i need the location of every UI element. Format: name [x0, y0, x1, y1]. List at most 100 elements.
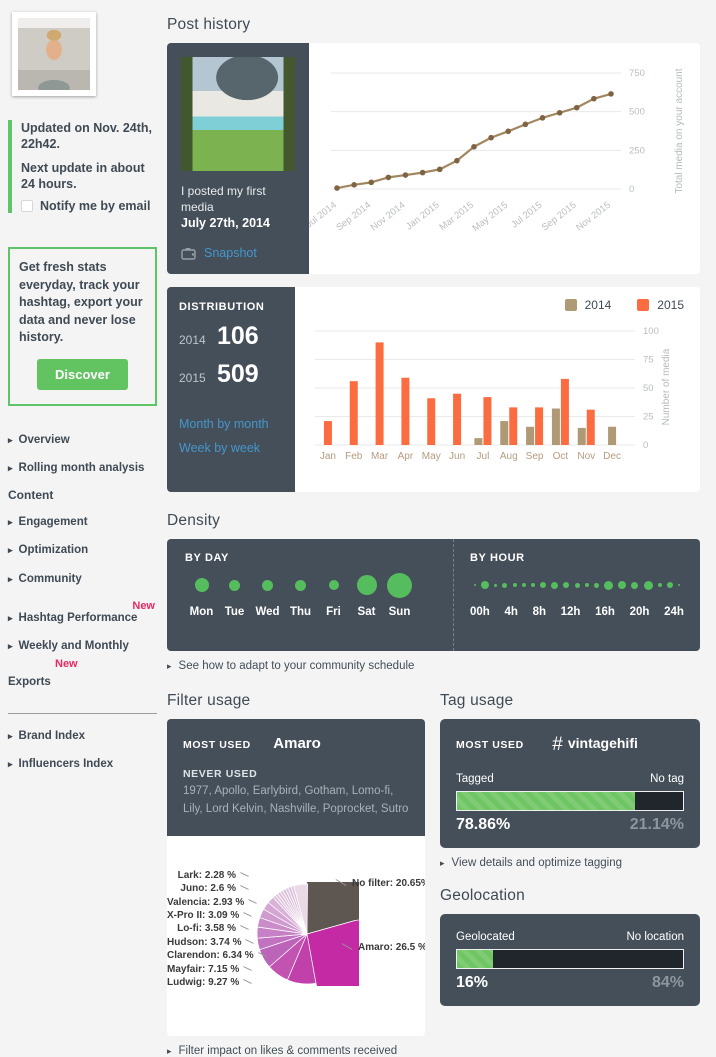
- triangle-icon: ▸: [440, 858, 445, 869]
- by-hour-heading: BY HOUR: [470, 552, 525, 565]
- sidebar-item-engagement[interactable]: ▸ Engagement: [8, 516, 88, 528]
- sidebar-header-content: Content: [8, 488, 54, 502]
- geolocation-bar: [456, 949, 684, 970]
- sidebar-item-community[interactable]: ▸ Community: [8, 572, 82, 585]
- triangle-icon: ▸: [167, 1045, 172, 1056]
- sidebar-item-rolling-month[interactable]: ▸ Rolling month analysis: [8, 461, 145, 474]
- distribution-year-2014: 2014: [179, 333, 206, 348]
- triangle-icon: ▸: [8, 759, 13, 770]
- hour-density-dot: [657, 583, 662, 588]
- filter-usage-card: MOST USED Amaro NEVER USED 1977, Apollo,…: [167, 719, 425, 1036]
- legend-swatch-2015: [637, 299, 650, 312]
- day-density-circle-wed: [262, 579, 273, 591]
- density-caption-link[interactable]: ▸ See how to adapt to your community sche…: [167, 660, 415, 673]
- hour-density-dot: [618, 581, 627, 590]
- snapshot-link[interactable]: Snapshot: [181, 246, 295, 260]
- svg-text:Jul: Jul: [477, 451, 490, 462]
- by-day-heading: BY DAY: [185, 552, 229, 565]
- svg-text:Mar 2015: Mar 2015: [437, 200, 475, 233]
- day-density-circle-fri: [328, 580, 339, 591]
- hour-density-dot: [631, 581, 639, 589]
- pie-label-clarendon: Clarendon: 6.34 %: [167, 950, 254, 962]
- svg-text:0: 0: [629, 184, 634, 195]
- tag-usage-card: MOST USED # vintagehifi Tagged No tag 78.…: [440, 719, 700, 849]
- month-by-month-link[interactable]: Month by month: [179, 417, 269, 432]
- svg-text:Apr: Apr: [398, 451, 414, 462]
- avatar-photo: [18, 18, 90, 90]
- distribution-card: DISTRIBUTION 2014 106 2015 509 Month by …: [167, 287, 295, 493]
- sidebar-item-optimization[interactable]: ▸ Optimization: [8, 544, 89, 557]
- triangle-icon: ▸: [8, 731, 13, 741]
- sidebar-item-influencers-index[interactable]: ▸ Influencers Index: [8, 758, 114, 771]
- svg-text:Dec: Dec: [603, 451, 621, 462]
- never-used-label: NEVER USED: [183, 768, 258, 781]
- updated-text: Updated on Nov. 24th, 22h42.: [21, 121, 153, 152]
- hash-icon: #: [552, 734, 563, 756]
- pie-label-no-filter: No filter: 20.65%: [335, 878, 425, 889]
- hour-density-dot: [604, 580, 614, 590]
- hour-density-dot: [512, 583, 517, 588]
- sidebar-item-brand-index[interactable]: ▸ Brand Index: [8, 730, 85, 742]
- distribution-year-2015: 2015: [179, 371, 206, 386]
- hour-label-4h: 4h: [504, 606, 518, 619]
- next-update-text: Next update in about 24 hours.: [21, 160, 145, 191]
- distribution-row: DISTRIBUTION 2014 106 2015 509 Month by …: [167, 287, 700, 493]
- triangle-icon: ▸: [8, 462, 13, 473]
- pie-label-mayfair: Mayfair: 7.15 %: [167, 964, 249, 975]
- svg-text:Mar: Mar: [371, 451, 389, 462]
- density-by-hour: BY HOUR 00h 4h 8h 12h 16h 20h 24h: [453, 539, 700, 652]
- hour-density-dot: [540, 582, 547, 589]
- day-circles: [185, 564, 439, 606]
- triangle-icon: ▸: [8, 641, 13, 651]
- post-history-section: Post history I posted my first media Jul…: [167, 16, 700, 493]
- svg-text:Nov 2014: Nov 2014: [369, 200, 408, 234]
- no-location-label: No location: [626, 931, 684, 944]
- sidebar-item-weekly-monthly-exports[interactable]: ▸ Weekly and Monthly New Exports: [8, 638, 157, 691]
- svg-text:Sep 2015: Sep 2015: [540, 200, 579, 234]
- day-density-circle-sun: [387, 572, 412, 598]
- svg-text:Aug: Aug: [500, 451, 518, 462]
- hour-label-8h: 8h: [532, 606, 546, 619]
- notify-label: Notify me by email: [40, 199, 151, 213]
- triangle-icon: ▸: [8, 612, 13, 623]
- distribution-count-2015: 509: [217, 360, 259, 389]
- notify-checkbox[interactable]: [21, 200, 33, 212]
- svg-text:25: 25: [643, 412, 654, 423]
- svg-text:Sep: Sep: [526, 451, 544, 462]
- sidebar-item-hashtag-performance[interactable]: New ▸ Hashtag Performance: [8, 599, 155, 624]
- triangle-icon: ▸: [167, 661, 172, 672]
- day-label-mon: Mon: [189, 606, 214, 619]
- tag-usage-title: Tag usage: [440, 692, 514, 710]
- hour-density-dot: [666, 582, 673, 589]
- day-density-circle-mon: [194, 578, 209, 593]
- density-section: Density BY DAY Mon Tue Wed Thu Fri Sat Sun BY …: [167, 512, 700, 672]
- svg-text:750: 750: [629, 68, 645, 79]
- filter-impact-link[interactable]: ▸ Filter impact on likes & comments recei…: [167, 1044, 398, 1057]
- main-content: Post history I posted my first media Jul…: [167, 0, 700, 1057]
- svg-text:Jul 2015: Jul 2015: [509, 200, 544, 231]
- post-history-chart-card: 0 250 500 750 Jul 2014 Sep 2014 Nov 2014 Jan 20…: [304, 43, 700, 275]
- most-used-filter: Amaro: [273, 735, 321, 753]
- sidebar: Updated on Nov. 24th, 22h42. Next update…: [0, 0, 165, 996]
- filter-usage-title: Filter usage: [167, 692, 251, 710]
- svg-text:Sep 2014: Sep 2014: [334, 200, 373, 234]
- hour-label-12h: 12h: [560, 606, 581, 619]
- no-tag-percent: 21.14%: [629, 816, 684, 834]
- tag-usage-bar: [456, 791, 684, 812]
- tag-usage-section: Tag usage MOST USED # vintagehifi Tagged …: [440, 692, 700, 869]
- tagging-details-link[interactable]: ▸ View details and optimize tagging: [440, 857, 623, 870]
- most-used-label: MOST USED: [183, 739, 251, 752]
- pie-label-lo-fi: Lo-fi: 3.58 %: [167, 923, 249, 934]
- hour-density-dot: [481, 581, 490, 590]
- geolocated-label: Geolocated: [456, 931, 515, 944]
- avatar[interactable]: [12, 12, 96, 96]
- legend-2014: 2014: [564, 298, 611, 312]
- sidebar-item-overview[interactable]: ▸ Overview: [8, 433, 70, 446]
- svg-text:Oct: Oct: [553, 451, 569, 462]
- week-by-week-link[interactable]: Week by week: [179, 441, 261, 456]
- day-label-tue: Tue: [224, 606, 245, 619]
- tagged-label: Tagged: [456, 773, 494, 786]
- first-media-photo[interactable]: [181, 57, 295, 171]
- hour-density-dot: [474, 584, 476, 587]
- discover-button[interactable]: Discover: [37, 358, 128, 390]
